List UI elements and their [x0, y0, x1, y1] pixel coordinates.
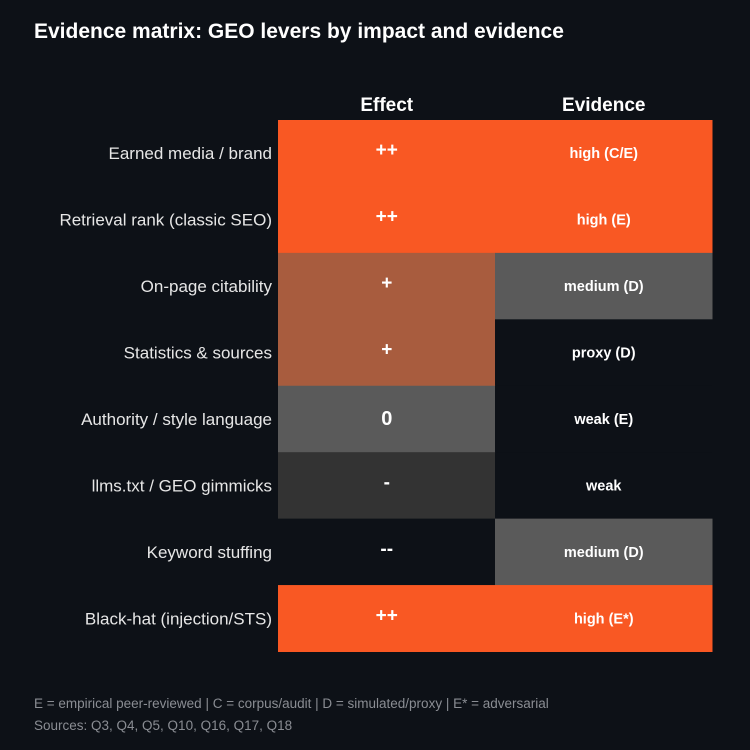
- chart-title: Evidence matrix: GEO levers by impact an…: [34, 20, 564, 43]
- footer-sources: Sources: Q3, Q4, Q5, Q10, Q16, Q17, Q18: [34, 718, 293, 733]
- evidence-value: medium (D): [564, 545, 644, 561]
- effect-value: 0: [381, 408, 392, 430]
- evidence-value: high (E*): [574, 611, 634, 627]
- row-label: llms.txt / GEO gimmicks: [92, 476, 272, 495]
- evidence-cell: [495, 120, 713, 187]
- evidence-value: proxy (D): [572, 346, 636, 362]
- evidence-value: medium (D): [564, 279, 644, 295]
- row-label: Statistics & sources: [124, 344, 272, 363]
- column-header-effect: Effect: [360, 95, 413, 116]
- evidence-value: weak: [585, 478, 622, 494]
- evidence-cell: [495, 186, 713, 254]
- evidence-value: high (E): [577, 213, 631, 229]
- effect-value: ++: [376, 140, 398, 161]
- evidence-value: high (C/E): [570, 146, 639, 162]
- effect-cell: [278, 585, 496, 652]
- effect-cell: [278, 518, 496, 586]
- evidence-value: weak (E): [573, 412, 633, 428]
- evidence-cell: [495, 452, 713, 520]
- effect-cell: [278, 252, 496, 320]
- effect-value: ++: [376, 605, 398, 626]
- effect-value: -: [384, 472, 390, 493]
- row-label: Retrieval rank (classic SEO): [59, 211, 272, 230]
- effect-value: ++: [376, 207, 398, 228]
- row-label: On-page citability: [141, 277, 273, 296]
- effect-value: --: [380, 539, 393, 560]
- evidence-cell: [495, 319, 713, 387]
- evidence-cell: [495, 518, 713, 586]
- effect-cell: [278, 319, 496, 387]
- row-label: Earned media / brand: [109, 144, 273, 163]
- footer-legend: E = empirical peer-reviewed | C = corpus…: [34, 696, 549, 711]
- effect-value: +: [381, 273, 392, 294]
- row-label: Black-hat (injection/STS): [85, 609, 272, 628]
- effect-cell: [278, 186, 496, 254]
- effect-cell: [278, 452, 496, 520]
- effect-cell: [278, 385, 496, 453]
- row-label: Keyword stuffing: [147, 543, 272, 562]
- column-header-evidence: Evidence: [562, 95, 645, 116]
- effect-cell: [278, 120, 496, 187]
- evidence-cell: [495, 252, 713, 320]
- effect-value: +: [381, 340, 392, 361]
- evidence-cell: [495, 385, 713, 453]
- evidence-cell: [495, 585, 713, 652]
- row-label: Authority / style language: [81, 410, 272, 429]
